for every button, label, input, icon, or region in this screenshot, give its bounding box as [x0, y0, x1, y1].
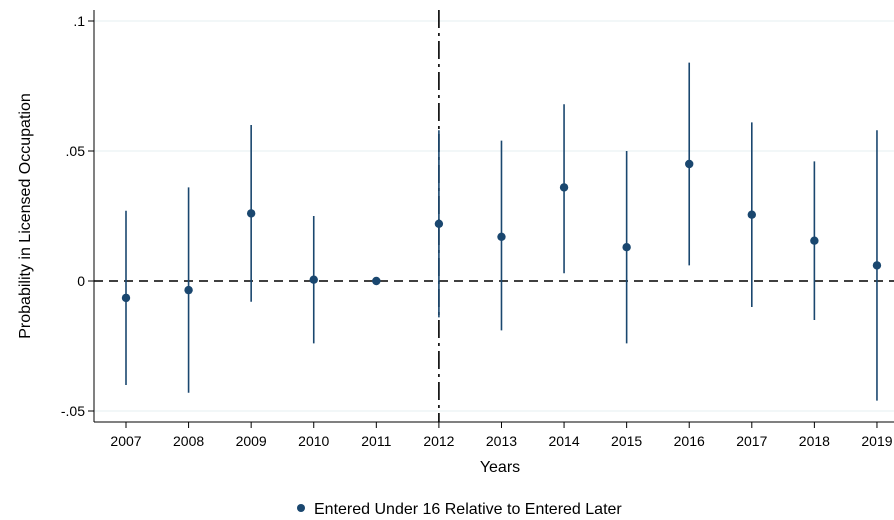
x-tick-label: 2014: [548, 433, 579, 449]
y-tick-label: 0: [77, 273, 85, 289]
point-estimate: [121, 293, 131, 303]
x-tick-label: 2017: [736, 433, 767, 449]
x-tick-label: 2016: [674, 433, 705, 449]
series: [121, 62, 882, 401]
point-estimate: [559, 183, 569, 192]
legend-marker: [297, 504, 305, 512]
x-tick-label: 2012: [423, 433, 454, 449]
point-estimate: [622, 243, 631, 252]
x-tick-label: 2011: [361, 433, 391, 449]
x-tick-label: 2015: [611, 433, 642, 449]
point-estimate: [747, 210, 756, 219]
y-axis-title: Probability in Licensed Occupation: [17, 93, 34, 338]
point-estimate: [434, 219, 444, 228]
x-axis-title: Years: [480, 459, 520, 476]
legend-label: Entered Under 16 Relative to Entered Lat…: [314, 501, 622, 518]
y-tick-label: .05: [66, 143, 86, 159]
reference-lines: [94, 10, 894, 422]
x-tick-label: 2008: [173, 433, 204, 449]
point-estimate: [372, 276, 381, 286]
x-tick-label: 2013: [486, 433, 517, 449]
grid-lines: [94, 20, 894, 412]
x-tick-label: 2019: [861, 433, 892, 449]
point-estimate: [497, 232, 506, 241]
point-estimate: [184, 285, 193, 295]
point-estimate: [246, 209, 256, 218]
point-estimate: [872, 261, 882, 270]
x-tick-label: 2010: [298, 433, 329, 449]
x-tick-label: 2009: [236, 433, 267, 449]
point-estimate: [685, 159, 694, 169]
x-tick-label: 2007: [110, 433, 141, 449]
y-ticks: -.05 0 .05 .1: [61, 13, 94, 419]
x-ticks: 2007 2008 2009 2010 2011 2012 2013 2014 2015 2016…: [110, 422, 893, 449]
legend: Entered Under 16 Relative to Entered Lat…: [297, 501, 622, 518]
y-tick-label: .1: [73, 13, 85, 29]
x-tick-label: 2018: [799, 433, 830, 449]
point-estimate: [810, 236, 819, 245]
point-estimate: [309, 275, 318, 284]
y-tick-label: -.05: [61, 403, 85, 419]
